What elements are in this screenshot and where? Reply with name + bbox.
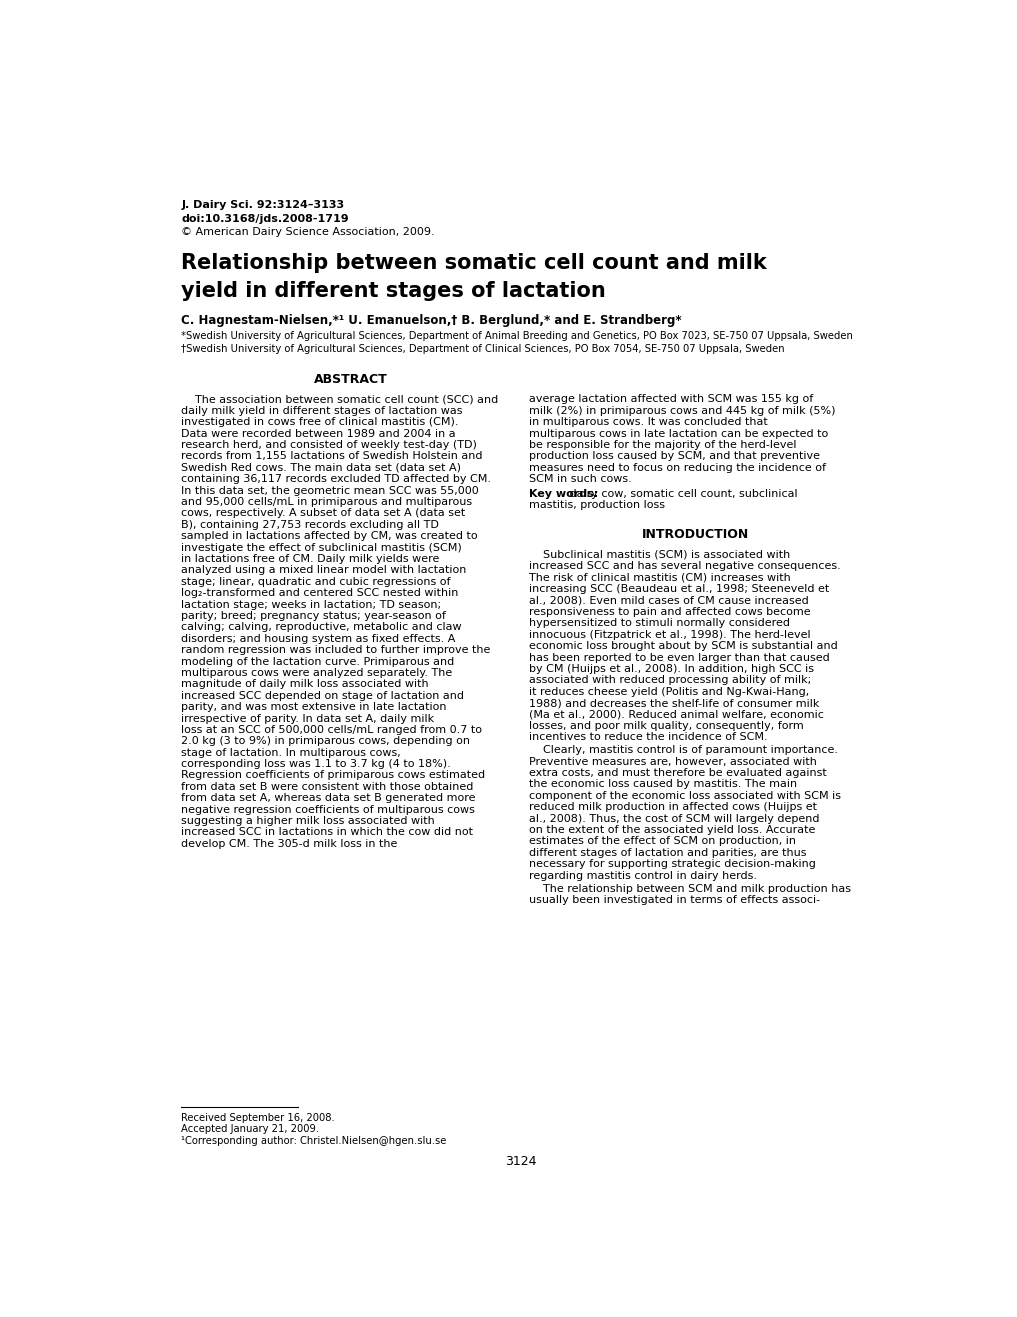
Text: disorders; and housing system as fixed effects. A: disorders; and housing system as fixed e…: [181, 633, 456, 644]
Text: doi:10.3168/jds.2008-1719: doi:10.3168/jds.2008-1719: [181, 213, 349, 224]
Text: calving; calving, reproductive, metabolic and claw: calving; calving, reproductive, metaboli…: [181, 623, 462, 632]
Text: modeling of the lactation curve. Primiparous and: modeling of the lactation curve. Primipa…: [181, 657, 455, 666]
Text: records from 1,155 lactations of Swedish Holstein and: records from 1,155 lactations of Swedish…: [181, 452, 483, 461]
Text: research herd, and consisted of weekly test-day (TD): research herd, and consisted of weekly t…: [181, 440, 477, 450]
Text: al., 2008). Thus, the cost of SCM will largely depend: al., 2008). Thus, the cost of SCM will l…: [529, 814, 820, 823]
Text: The risk of clinical mastitis (CM) increases with: The risk of clinical mastitis (CM) incre…: [529, 573, 790, 582]
Text: suggesting a higher milk loss associated with: suggesting a higher milk loss associated…: [181, 817, 435, 826]
Text: SCM in such cows.: SCM in such cows.: [529, 474, 632, 485]
Text: †Swedish University of Agricultural Sciences, Department of Clinical Sciences, P: †Swedish University of Agricultural Scie…: [181, 344, 785, 353]
Text: negative regression coefficients of multiparous cows: negative regression coefficients of mult…: [181, 805, 475, 815]
Text: regarding mastitis control in dairy herds.: regarding mastitis control in dairy herd…: [529, 871, 757, 881]
Text: yield in different stages of lactation: yield in different stages of lactation: [181, 282, 606, 302]
Text: al., 2008). Even mild cases of CM cause increased: al., 2008). Even mild cases of CM cause …: [529, 595, 809, 606]
Text: Data were recorded between 1989 and 2004 in a: Data were recorded between 1989 and 2004…: [181, 428, 456, 439]
Text: on the extent of the associated yield loss. Accurate: on the extent of the associated yield lo…: [529, 824, 816, 835]
Text: daily milk yield in different stages of lactation was: daily milk yield in different stages of …: [181, 406, 463, 416]
Text: component of the economic loss associated with SCM is: component of the economic loss associate…: [529, 790, 841, 801]
Text: The association between somatic cell count (SCC) and: The association between somatic cell cou…: [181, 394, 498, 404]
Text: ABSTRACT: ABSTRACT: [314, 373, 388, 386]
Text: usually been investigated in terms of effects associ-: usually been investigated in terms of ef…: [529, 896, 820, 905]
Text: from data set A, whereas data set B generated more: from data set A, whereas data set B gene…: [181, 793, 476, 803]
Text: Subclinical mastitis (SCM) is associated with: Subclinical mastitis (SCM) is associated…: [529, 551, 790, 560]
Text: extra costs, and must therefore be evaluated against: extra costs, and must therefore be evalu…: [529, 768, 827, 778]
Text: cows, respectively. A subset of data set A (data set: cows, respectively. A subset of data set…: [181, 508, 466, 519]
Text: has been reported to be even larger than that caused: has been reported to be even larger than…: [529, 652, 830, 662]
Text: C. Hagnestam-Nielsen,*¹ U. Emanuelson,† B. Berglund,* and E. Strandberg*: C. Hagnestam-Nielsen,*¹ U. Emanuelson,† …: [181, 315, 682, 328]
Text: B), containing 27,753 records excluding all TD: B), containing 27,753 records excluding …: [181, 520, 439, 529]
Text: production loss caused by SCM, and that preventive: production loss caused by SCM, and that …: [529, 452, 820, 461]
Text: losses, and poor milk quality, consequently, form: losses, and poor milk quality, consequen…: [529, 720, 803, 731]
Text: it reduces cheese yield (Politis and Ng-Kwai-Hang,: it reduces cheese yield (Politis and Ng-…: [529, 686, 810, 697]
Text: analyzed using a mixed linear model with lactation: analyzed using a mixed linear model with…: [181, 565, 467, 576]
Text: Accepted January 21, 2009.: Accepted January 21, 2009.: [181, 1125, 319, 1134]
Text: Relationship between somatic cell count and milk: Relationship between somatic cell count …: [181, 253, 767, 273]
Text: hypersensitized to stimuli normally considered: hypersensitized to stimuli normally cons…: [529, 619, 790, 628]
Text: in multiparous cows. It was concluded that: in multiparous cows. It was concluded th…: [529, 417, 768, 427]
Text: loss at an SCC of 500,000 cells/mL ranged from 0.7 to: loss at an SCC of 500,000 cells/mL range…: [181, 724, 482, 735]
Text: Preventive measures are, however, associated with: Preventive measures are, however, associ…: [529, 757, 817, 766]
Text: The relationship between SCM and milk production has: The relationship between SCM and milk pr…: [529, 884, 851, 893]
Text: associated with reduced processing ability of milk;: associated with reduced processing abili…: [529, 676, 812, 685]
Text: reduced milk production in affected cows (Huijps et: reduced milk production in affected cows…: [529, 802, 817, 813]
Text: be responsible for the majority of the herd-level: be responsible for the majority of the h…: [529, 440, 796, 450]
Text: incentives to reduce the incidence of SCM.: incentives to reduce the incidence of SC…: [529, 732, 768, 743]
Text: Swedish Red cows. The main data set (data set A): Swedish Red cows. The main data set (dat…: [181, 462, 462, 473]
Text: *Swedish University of Agricultural Sciences, Department of Animal Breeding and : *Swedish University of Agricultural Scie…: [181, 331, 853, 341]
Text: stage of lactation. In multiparous cows,: stage of lactation. In multiparous cows,: [181, 748, 401, 757]
Text: log₂-transformed and centered SCC nested within: log₂-transformed and centered SCC nested…: [181, 589, 459, 598]
Text: average lactation affected with SCM was 155 kg of: average lactation affected with SCM was …: [529, 394, 814, 404]
Text: stage; linear, quadratic and cubic regressions of: stage; linear, quadratic and cubic regre…: [181, 577, 451, 587]
Text: Received September 16, 2008.: Received September 16, 2008.: [181, 1113, 336, 1123]
Text: responsiveness to pain and affected cows become: responsiveness to pain and affected cows…: [529, 607, 811, 616]
Text: © American Dairy Science Association, 2009.: © American Dairy Science Association, 20…: [181, 228, 435, 237]
Text: sampled in lactations affected by CM, was created to: sampled in lactations affected by CM, wa…: [181, 531, 478, 541]
Text: economic loss brought about by SCM is substantial and: economic loss brought about by SCM is su…: [529, 641, 838, 651]
Text: by CM (Huijps et al., 2008). In addition, high SCC is: by CM (Huijps et al., 2008). In addition…: [529, 664, 814, 674]
Text: dairy cow, somatic cell count, subclinical: dairy cow, somatic cell count, subclinic…: [566, 489, 797, 499]
Text: different stages of lactation and parities, are thus: different stages of lactation and pariti…: [529, 848, 806, 857]
Text: increased SCC depended on stage of lactation and: increased SCC depended on stage of lacta…: [181, 690, 465, 701]
Text: irrespective of parity. In data set A, daily milk: irrespective of parity. In data set A, d…: [181, 714, 434, 723]
Text: containing 36,117 records excluded TD affected by CM.: containing 36,117 records excluded TD af…: [181, 474, 491, 485]
Text: the economic loss caused by mastitis. The main: the economic loss caused by mastitis. Th…: [529, 780, 797, 789]
Text: (Ma et al., 2000). Reduced animal welfare, economic: (Ma et al., 2000). Reduced animal welfar…: [529, 710, 824, 719]
Text: Clearly, mastitis control is of paramount importance.: Clearly, mastitis control is of paramoun…: [529, 745, 838, 755]
Text: measures need to focus on reducing the incidence of: measures need to focus on reducing the i…: [529, 462, 826, 473]
Text: multiparous cows were analyzed separately. The: multiparous cows were analyzed separatel…: [181, 668, 453, 678]
Text: 2.0 kg (3 to 9%) in primiparous cows, depending on: 2.0 kg (3 to 9%) in primiparous cows, de…: [181, 736, 471, 747]
Text: and 95,000 cells/mL in primiparous and multiparous: and 95,000 cells/mL in primiparous and m…: [181, 497, 473, 507]
Text: investigated in cows free of clinical mastitis (CM).: investigated in cows free of clinical ma…: [181, 417, 459, 427]
Text: parity, and was most extensive in late lactation: parity, and was most extensive in late l…: [181, 702, 446, 712]
Text: from data set B were consistent with those obtained: from data set B were consistent with tho…: [181, 782, 474, 792]
Text: multiparous cows in late lactation can be expected to: multiparous cows in late lactation can b…: [529, 428, 828, 439]
Text: estimates of the effect of SCM on production, in: estimates of the effect of SCM on produc…: [529, 836, 796, 847]
Text: Key words:: Key words:: [529, 489, 598, 499]
Text: in lactations free of CM. Daily milk yields were: in lactations free of CM. Daily milk yie…: [181, 554, 439, 564]
Text: develop CM. The 305-d milk loss in the: develop CM. The 305-d milk loss in the: [181, 839, 398, 849]
Text: necessary for supporting strategic decision-making: necessary for supporting strategic decis…: [529, 859, 816, 869]
Text: investigate the effect of subclinical mastitis (SCM): investigate the effect of subclinical ma…: [181, 543, 462, 553]
Text: INTRODUCTION: INTRODUCTION: [642, 528, 749, 541]
Text: increased SCC and has several negative consequences.: increased SCC and has several negative c…: [529, 561, 841, 572]
Text: magnitude of daily milk loss associated with: magnitude of daily milk loss associated …: [181, 680, 429, 689]
Text: milk (2%) in primiparous cows and 445 kg of milk (5%): milk (2%) in primiparous cows and 445 kg…: [529, 406, 835, 416]
Text: J. Dairy Sci. 92:3124–3133: J. Dairy Sci. 92:3124–3133: [181, 200, 345, 211]
Text: 1988) and decreases the shelf-life of consumer milk: 1988) and decreases the shelf-life of co…: [529, 698, 820, 709]
Text: Regression coefficients of primiparous cows estimated: Regression coefficients of primiparous c…: [181, 770, 485, 781]
Text: random regression was included to further improve the: random regression was included to furthe…: [181, 645, 491, 655]
Text: corresponding loss was 1.1 to 3.7 kg (4 to 18%).: corresponding loss was 1.1 to 3.7 kg (4 …: [181, 759, 452, 769]
Text: lactation stage; weeks in lactation; TD season;: lactation stage; weeks in lactation; TD …: [181, 599, 441, 610]
Text: parity; breed; pregnancy status; year-season of: parity; breed; pregnancy status; year-se…: [181, 611, 446, 620]
Text: ¹Corresponding author: Christel.Nielsen@hgen.slu.se: ¹Corresponding author: Christel.Nielsen@…: [181, 1137, 446, 1146]
Text: increasing SCC (Beaudeau et al., 1998; Steeneveld et: increasing SCC (Beaudeau et al., 1998; S…: [529, 585, 829, 594]
Text: In this data set, the geometric mean SCC was 55,000: In this data set, the geometric mean SCC…: [181, 486, 479, 495]
Text: 3124: 3124: [505, 1155, 537, 1168]
Text: increased SCC in lactations in which the cow did not: increased SCC in lactations in which the…: [181, 827, 473, 838]
Text: innocuous (Fitzpatrick et al., 1998). The herd-level: innocuous (Fitzpatrick et al., 1998). Th…: [529, 630, 811, 640]
Text: mastitis, production loss: mastitis, production loss: [529, 500, 665, 510]
